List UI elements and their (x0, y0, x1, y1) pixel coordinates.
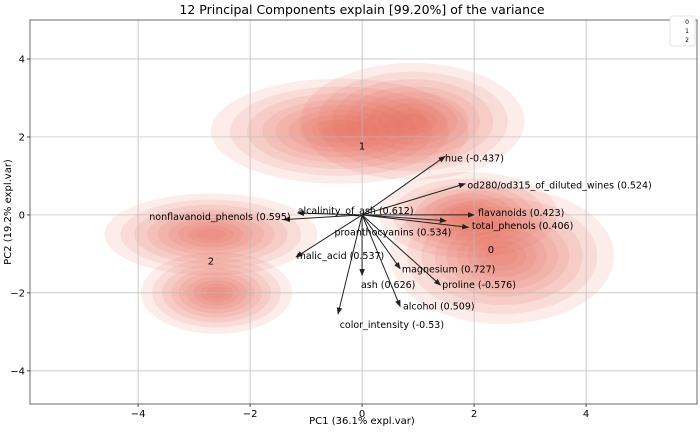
density-level-2-peak-1 (331, 79, 494, 164)
density-level-6-peak-0 (299, 114, 380, 148)
cluster-label: 0 (488, 245, 494, 256)
loading-arrow (361, 156, 446, 216)
cluster-label: 1 (359, 142, 365, 153)
density-level-0-peak-1 (300, 62, 525, 180)
density-level-0-peak-0 (210, 78, 469, 184)
x-tick-label: 2 (471, 409, 477, 420)
density-level-3-peak-2 (434, 214, 570, 297)
y-tick-label: 4 (19, 54, 25, 65)
y-tick-label: −4 (10, 366, 25, 377)
loading-label: color_intensity (-0.53) (340, 320, 444, 331)
loading-label: flavanoids (0.423) (478, 208, 564, 219)
density-level-8-peak-2 (486, 246, 518, 266)
legend: 0 1 2 (669, 15, 696, 47)
loading-arrow (361, 182, 466, 216)
cluster-label: 2 (208, 257, 214, 268)
loading-label: malic_acid (0.537) (297, 251, 385, 262)
density-level-6-peak-1 (377, 103, 448, 140)
loading-label: hue (-0.437) (445, 153, 504, 164)
loading-label: alcalinity_of_ash (0.612) (298, 206, 414, 217)
legend-entry-0: 0 (685, 19, 689, 26)
legend-entry-2: 2 (685, 37, 689, 44)
x-axis-label: PC1 (36.1% expl.var) (309, 416, 415, 427)
density-level-4-peak-1 (356, 92, 469, 151)
density-level-5-peak-1 (367, 97, 458, 145)
loading-labels: hue (-0.437) od280/od315_of_diluted_wines… (149, 153, 651, 330)
x-tick-label: 4 (583, 409, 589, 420)
chart-title: 12 Principal Components explain [99.20%]… (179, 2, 545, 17)
density-level-0-peak-4 (104, 193, 318, 276)
density-level-1-peak-4 (120, 199, 302, 270)
density-level-1-peak-1 (317, 71, 508, 172)
loading-label: alcohol (0.509) (403, 302, 475, 313)
loading-label: proline (-0.576) (442, 280, 516, 291)
x-tick-label: −4 (131, 409, 146, 420)
density-level-2-peak-0 (246, 93, 433, 169)
density-level-7-peak-2 (477, 240, 527, 271)
loading-arrow (336, 214, 363, 315)
loading-label: od280/od315_of_diluted_wines (0.524) (467, 181, 651, 192)
density-level-4-peak-0 (275, 104, 405, 158)
loading-arrow (361, 214, 401, 270)
loading-arrow (361, 214, 401, 308)
loading-label: nonflavanoid_phenols (0.595) (149, 212, 290, 223)
density-level-6-peak-4 (177, 221, 244, 248)
loading-arrows (282, 156, 475, 315)
plot-frame (29, 19, 698, 405)
x-tick-label: −2 (243, 409, 258, 420)
x-tick-label: 0 (359, 409, 365, 420)
loading-label: proanthocyanins (0.534) (334, 227, 451, 238)
y-axis-label: PC2 (19.2% expl.var) (3, 159, 14, 265)
density-level-3-peak-1 (345, 86, 480, 157)
axis-ticks: −4 −2 0 2 4 −4 −2 0 2 4 (10, 54, 589, 420)
density-level-7-peak-4 (187, 225, 235, 244)
density-level-3-peak-4 (147, 209, 275, 259)
loading-arrow (362, 214, 447, 224)
density-level-4-peak-4 (157, 213, 265, 255)
density-level-7-peak-1 (387, 108, 438, 135)
loading-arrow (362, 214, 470, 230)
loading-arrow (296, 210, 363, 216)
density-level-8-peak-1 (396, 113, 429, 130)
loading-label: ash (0.626) (361, 280, 415, 291)
y-tick-label: −2 (10, 288, 25, 299)
density-level-2-peak-4 (134, 204, 288, 264)
density-level-3-peak-0 (262, 99, 417, 163)
loading-arrow (295, 214, 363, 258)
loading-arrow (282, 214, 363, 223)
density-level-6-peak-2 (467, 234, 537, 278)
density-level-5-peak-2 (457, 228, 547, 284)
y-tick-label: 0 (19, 210, 25, 221)
density-level-8-peak-4 (195, 228, 226, 241)
loading-label: total_phenols (0.406) (472, 221, 573, 232)
density-level-5-peak-0 (288, 110, 392, 153)
density-level-1-peak-0 (230, 86, 450, 176)
density-level-2-peak-2 (421, 206, 583, 305)
density-level-5-peak-4 (168, 218, 254, 251)
cluster-labels: 0 1 2 (208, 142, 494, 268)
density-level-1-peak-2 (406, 197, 598, 314)
legend-box (669, 15, 696, 47)
legend-entry-1: 1 (685, 28, 689, 35)
density-level-8-peak-0 (321, 123, 358, 139)
loading-label: magnesium (0.727) (402, 265, 495, 276)
y-tick-label: 2 (19, 132, 25, 143)
loading-arrow (361, 214, 442, 286)
